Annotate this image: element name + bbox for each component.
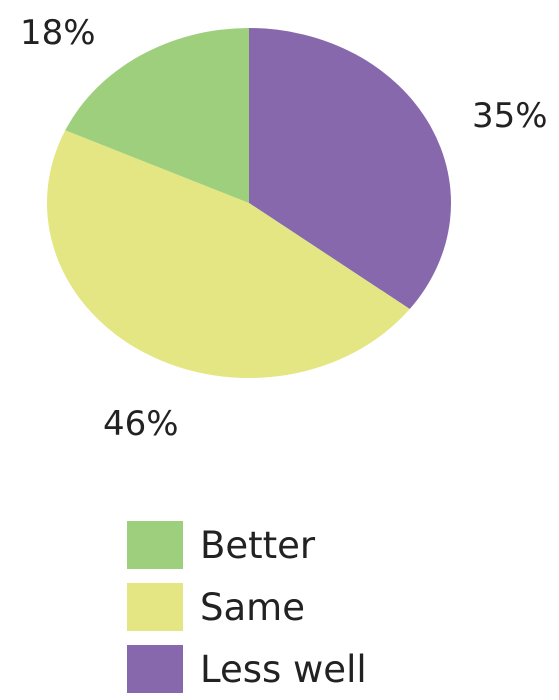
- pie-slice-less-well: [249, 28, 451, 309]
- legend: Better Same Less well: [127, 514, 427, 700]
- legend-item-better: Better: [127, 514, 427, 576]
- legend-swatch-same: [127, 583, 183, 631]
- data-label-less-well: 35%: [472, 96, 548, 136]
- pie-data-labels: 35% 46% 18%: [20, 13, 548, 444]
- pie-slice-better: [65, 27, 249, 203]
- legend-label-same: Same: [200, 585, 305, 629]
- legend-swatch-better: [127, 521, 183, 569]
- legend-swatch-less-well: [127, 645, 183, 693]
- legend-item-same: Same: [127, 576, 427, 638]
- pie-slice-same: [46, 130, 410, 379]
- data-label-better: 18%: [20, 13, 96, 53]
- legend-label-less-well: Less well: [200, 647, 367, 691]
- legend-label-better: Better: [200, 523, 316, 567]
- legend-item-less-well: Less well: [127, 638, 427, 700]
- pie-slices: [46, 27, 451, 379]
- data-label-same: 46%: [103, 404, 179, 444]
